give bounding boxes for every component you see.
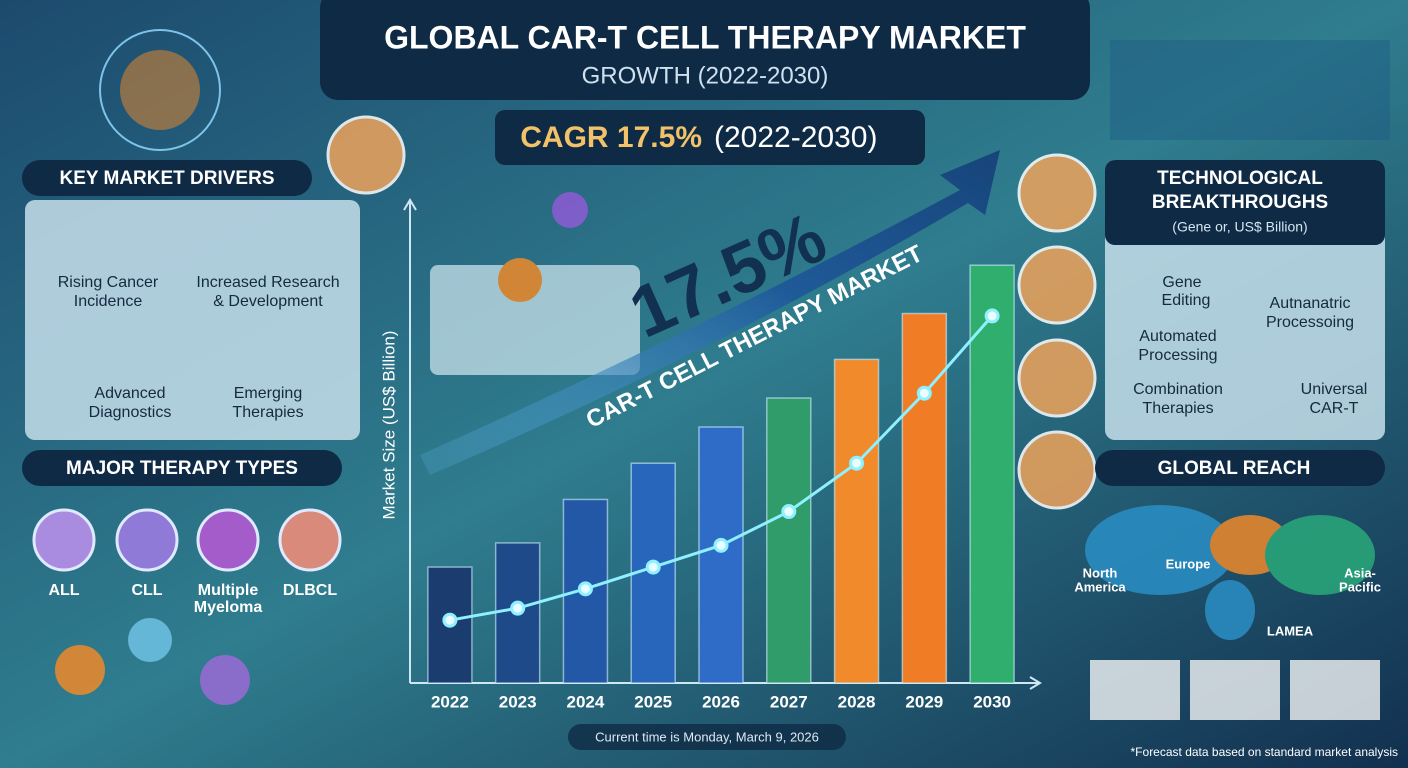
reach-title: GLOBAL REACH bbox=[1158, 458, 1311, 479]
bar bbox=[833, 358, 880, 684]
x-axis-arrow bbox=[1029, 676, 1042, 690]
decor bbox=[55, 29, 1390, 720]
x-tick-label: 2022 bbox=[431, 692, 469, 711]
bar bbox=[969, 264, 1015, 684]
x-tick-label: 2030 bbox=[973, 692, 1011, 711]
trend-point bbox=[510, 600, 526, 616]
therapy-type: Multiple bbox=[198, 582, 259, 599]
title: GLOBAL CAR-T CELL THERAPY MARKET bbox=[384, 19, 1026, 55]
tech-item: Gene bbox=[1162, 274, 1201, 291]
region: America bbox=[1074, 579, 1126, 594]
chart: 17.5% CAR-T CELL THERAPY MARKET Market S… bbox=[379, 150, 1042, 711]
driver: Increased Research bbox=[196, 274, 339, 291]
x-tick-label: 2023 bbox=[499, 692, 537, 711]
driver: Diagnostics bbox=[89, 404, 172, 421]
therapy-type: CLL bbox=[131, 582, 162, 599]
bar bbox=[766, 397, 812, 684]
tech-item: Therapies bbox=[1142, 400, 1213, 417]
growth-arrow bbox=[420, 150, 1000, 475]
trend-point bbox=[645, 559, 661, 575]
drivers-header bbox=[22, 160, 312, 196]
tech-item: CAR-T bbox=[1310, 400, 1359, 417]
drivers-title: KEY MARKET DRIVERS bbox=[59, 168, 274, 189]
x-tick-label: 2024 bbox=[567, 692, 605, 711]
driver: Advanced bbox=[94, 385, 165, 402]
tech-item: Editing bbox=[1162, 292, 1211, 309]
tech-item: Processing bbox=[1138, 347, 1217, 364]
driver: Therapies bbox=[232, 404, 303, 421]
tech-subtitle: (Gene or, US$ Billion) bbox=[1172, 219, 1307, 235]
region: LAMEA bbox=[1267, 623, 1314, 638]
reach-header bbox=[1095, 450, 1385, 486]
therapy-icons bbox=[32, 508, 342, 572]
cagr-period: (2022-2030) bbox=[714, 121, 877, 154]
x-tick-label: 2026 bbox=[702, 692, 740, 711]
region: Asia- bbox=[1344, 565, 1376, 580]
tech-item: Autnanatric bbox=[1270, 295, 1351, 312]
tech-title: TECHNOLOGICAL bbox=[1157, 168, 1323, 189]
trend-point bbox=[713, 537, 729, 553]
region: North bbox=[1083, 565, 1118, 580]
trend-point bbox=[577, 581, 593, 597]
bar bbox=[901, 312, 948, 684]
tech-item: Universal bbox=[1301, 381, 1368, 398]
tech-title: BREAKTHROUGHS bbox=[1152, 192, 1328, 213]
driver: Rising Cancer bbox=[58, 274, 159, 291]
trend-point bbox=[916, 385, 932, 401]
driver: & Development bbox=[213, 293, 323, 310]
driver: Emerging bbox=[234, 385, 302, 402]
region: Europe bbox=[1166, 556, 1211, 571]
x-tick-label: 2027 bbox=[770, 692, 808, 711]
bar bbox=[698, 426, 744, 684]
y-axis-label: Market Size (US$ Billion) bbox=[379, 331, 398, 520]
tech-item: Combination bbox=[1133, 381, 1223, 398]
subtitle: GROWTH (2022-2030) bbox=[582, 62, 829, 89]
x-tick-label: 2028 bbox=[838, 692, 876, 711]
drivers-panel bbox=[25, 200, 360, 440]
therapy-header bbox=[22, 450, 342, 486]
timestamp: Current time is Monday, March 9, 2026 bbox=[595, 729, 819, 744]
tech-item: Automated bbox=[1139, 328, 1216, 345]
therapy-type: Myeloma bbox=[194, 599, 263, 616]
trend-point bbox=[781, 504, 797, 520]
title-box bbox=[320, 0, 1090, 100]
tech-item: Processoing bbox=[1266, 314, 1354, 331]
therapy-type: DLBCL bbox=[283, 582, 337, 599]
timestamp-box bbox=[568, 724, 846, 750]
driver: Incidence bbox=[74, 293, 143, 310]
x-tick-label: 2029 bbox=[905, 692, 943, 711]
trend-point bbox=[442, 612, 458, 628]
y-axis-arrow bbox=[403, 198, 417, 211]
trend-point bbox=[849, 455, 865, 471]
bar bbox=[427, 566, 473, 684]
trend-point bbox=[984, 308, 1000, 324]
x-tick-label: 2025 bbox=[634, 692, 672, 711]
region: Pacific bbox=[1339, 579, 1381, 594]
therapy-title: MAJOR THERAPY TYPES bbox=[66, 458, 298, 479]
cagr-label: CAGR 17.5% bbox=[520, 121, 702, 154]
therapy-type: ALL bbox=[48, 582, 79, 599]
tech-header bbox=[1105, 160, 1385, 245]
footnote: *Forecast data based on standard market … bbox=[1131, 745, 1398, 759]
cagr-banner bbox=[495, 110, 925, 165]
